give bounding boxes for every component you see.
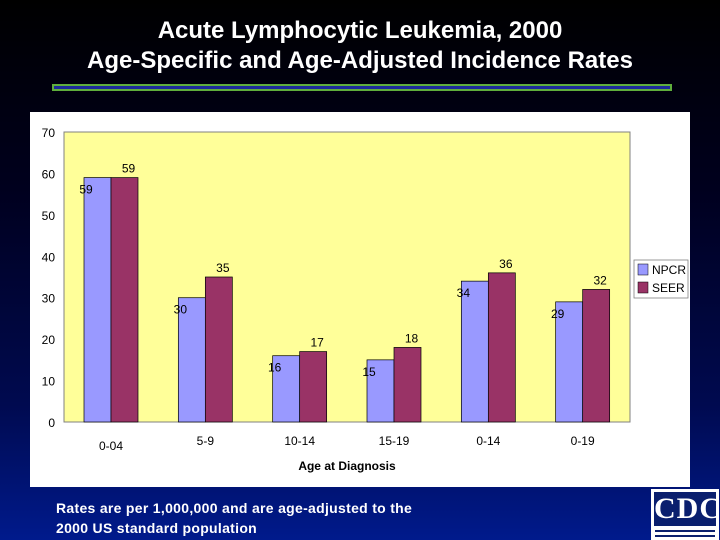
legend-swatch-npcr [637,263,649,276]
footnote-line-2: 2000 US standard population [56,520,258,536]
bar-seer [487,272,516,423]
chart-panel: 0 10 20 30 40 50 60 70 59 59 0-04 30 35 5-9 16 17 10-14 1… [30,112,690,487]
y-tick-label: 10 [42,375,56,389]
data-label: 59 [79,183,93,197]
y-tick-label: 50 [42,209,56,223]
legend-label-seer: SEER [652,281,685,295]
y-tick-label: 0 [48,416,55,430]
bar-npcr [460,280,489,423]
title-line-1: Acute Lymphocytic Leukemia, 2000 [157,17,563,44]
title-line-2: Age-Specific and Age-Adjusted Incidence … [87,47,633,74]
bar-chart: 0 10 20 30 40 50 60 70 59 59 0-04 30 35 5-9 16 17 10-14 1… [42,126,689,473]
footnote-line-1: Rates are per 1,000,000 and are age-adju… [56,500,413,516]
data-label: 36 [499,257,513,271]
chart-title: Acute Lymphocytic Leukemia, 2000 Age-Spe… [0,16,720,76]
x-tick-label: 5-9 [197,434,215,448]
data-label: 17 [310,336,324,350]
bar-seer [582,289,611,423]
x-tick-label: 0-04 [99,439,123,453]
y-tick-label: 20 [42,333,56,347]
data-label: 34 [457,286,471,300]
bar-npcr [555,301,584,423]
plot-area [63,131,631,423]
bar-seer [393,347,422,423]
data-label: 15 [362,365,376,379]
data-label: 35 [216,261,230,275]
logo-rule [655,530,715,532]
bar-npcr [366,359,395,423]
legend-swatch-seer [637,281,649,294]
y-tick-label: 40 [42,250,56,264]
y-tick-label: 60 [42,167,56,181]
data-label: 29 [551,307,565,321]
x-tick-label: 15-19 [379,434,410,448]
bar-npcr [83,177,112,423]
bar-seer [110,177,139,423]
y-tick-label: 30 [42,292,56,306]
x-tick-label: 10-14 [284,434,315,448]
data-label: 32 [593,273,607,287]
data-label: 59 [122,162,136,176]
bar-seer [299,351,328,423]
bar-npcr [177,297,206,423]
title-divider-bar [52,84,672,91]
x-tick-label: 0-14 [476,434,500,448]
logo-rule [655,535,715,537]
data-label: 16 [268,361,282,375]
x-tick-label: 0-19 [571,434,595,448]
y-tick-label: 70 [42,126,56,140]
bar-seer [204,276,233,423]
footnote: Rates are per 1,000,000 and are age-adju… [56,498,476,538]
cdc-logo-icon: CDC [651,489,720,540]
x-axis-title: Age at Diagnosis [298,459,396,473]
legend-label-npcr: NPCR [652,263,686,277]
cdc-logo-text: CDC [654,492,720,526]
data-label: 18 [405,331,419,345]
bar-npcr [272,355,301,423]
data-label: 30 [174,303,188,317]
